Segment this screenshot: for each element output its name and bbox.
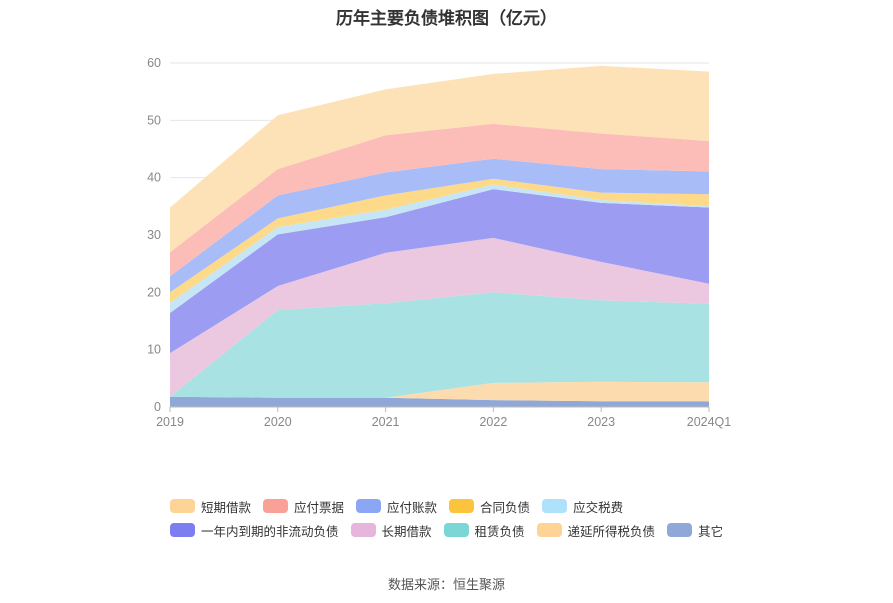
legend-swatch (170, 523, 195, 537)
legend-item[interactable]: 合同负债 (449, 497, 530, 516)
legend-item[interactable]: 应付票据 (263, 497, 344, 516)
legend-item[interactable]: 租赁负债 (443, 521, 525, 540)
legend-item[interactable]: 应交税费 (542, 497, 623, 516)
area-长期借款 (170, 237, 709, 397)
y-tick-label: 60 (147, 56, 161, 70)
x-tick-label: 2023 (587, 415, 615, 429)
x-tick-label: 2022 (479, 415, 507, 429)
legend-item[interactable]: 一年内到期的非流动负债 (170, 521, 339, 540)
legend-label: 应付账款 (387, 500, 438, 515)
y-tick-label: 40 (147, 171, 161, 185)
stacked-area-chart: 0 10 20 30 40 50 60 2019 2020 2021 2022 2023 2024Q1 (147, 56, 732, 429)
x-tick-label: 2020 (264, 415, 292, 429)
legend-row: 短期借款 应付票据 应付账款 合同负债 应交税费 (170, 494, 810, 518)
y-tick-label: 0 (154, 400, 161, 414)
area-应付账款 (170, 158, 709, 293)
legend: 短期借款 应付票据 应付账款 合同负债 应交税费一年内到期的非流动负债 长期借款 租赁负债 递… (170, 494, 810, 542)
legend-item[interactable]: 递延所得税负债 (536, 521, 656, 540)
area-series (170, 65, 709, 407)
legend-label: 应交税费 (573, 500, 624, 515)
legend-swatch (667, 523, 693, 537)
legend-label: 应付票据 (294, 500, 345, 515)
x-tick-label: 2019 (156, 415, 184, 429)
area-一年内到期的非流动负债 (170, 189, 709, 354)
y-axis: 0 10 20 30 40 50 60 (147, 56, 161, 414)
legend-label: 其它 (698, 524, 724, 539)
legend-swatch (170, 499, 195, 513)
legend-item[interactable]: 长期借款 (350, 521, 432, 540)
legend-label: 一年内到期的非流动负债 (201, 524, 339, 539)
y-tick-label: 30 (147, 228, 161, 242)
legend-label: 长期借款 (381, 524, 432, 539)
area-应付票据 (170, 123, 709, 277)
area-租赁负债 (170, 292, 709, 398)
legend-label: 租赁负债 (474, 524, 525, 539)
legend-swatch (449, 499, 475, 513)
x-tick-label: 2021 (372, 415, 400, 429)
legend-label: 短期借款 (201, 500, 252, 515)
legend-swatch (350, 523, 376, 537)
area-短期借款 (170, 65, 709, 253)
legend-swatch (443, 523, 469, 537)
legend-label: 递延所得税负债 (567, 524, 656, 539)
legend-swatch (542, 499, 568, 513)
x-tick-label: 2024Q1 (687, 415, 732, 429)
area-其它 (170, 396, 709, 407)
legend-label: 合同负债 (480, 500, 531, 515)
area-递延所得税负债 (170, 381, 709, 402)
legend-swatch (263, 499, 289, 513)
chart-title: 历年主要负债堆积图（亿元） (336, 9, 557, 28)
legend-item[interactable]: 应付账款 (356, 497, 437, 516)
y-tick-label: 10 (147, 343, 161, 357)
y-tick-label: 20 (147, 285, 161, 299)
legend-row: 一年内到期的非流动负债 长期借款 租赁负债 递延所得税负债 其它 (170, 518, 810, 542)
legend-item[interactable]: 短期借款 (170, 497, 251, 516)
legend-swatch (536, 523, 562, 537)
data-source: 数据来源：恒生聚源 (387, 577, 505, 592)
y-tick-label: 50 (147, 113, 161, 127)
legend-item[interactable]: 其它 (667, 521, 723, 540)
x-axis: 2019 2020 2021 2022 2023 2024Q1 (156, 406, 732, 429)
legend-swatch (356, 499, 382, 513)
